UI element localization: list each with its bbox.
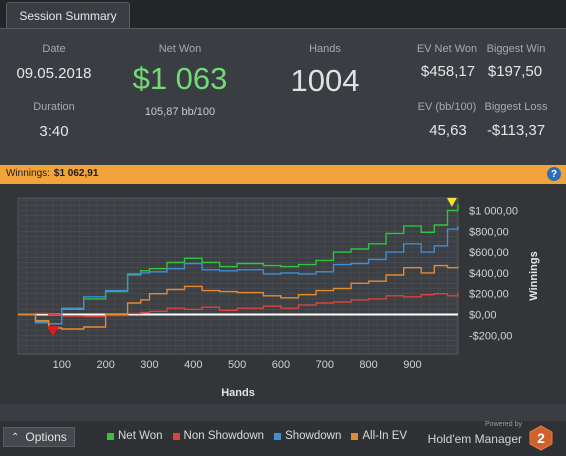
x-tick-label: 700 (316, 359, 334, 371)
x-tick-label: 300 (140, 359, 158, 371)
series-line-all-in-ev (18, 264, 459, 330)
tab-session-summary[interactable]: Session Summary (6, 2, 130, 28)
series-line-showdown (18, 226, 459, 325)
date-value: 09.05.2018 (16, 65, 92, 82)
y-tick-label: $0,00 (469, 309, 497, 321)
help-icon[interactable]: ? (547, 167, 561, 181)
biggest-win-label: Biggest Win (486, 43, 546, 55)
legend-item-non-showdown[interactable]: Non Showdown (172, 430, 264, 442)
stats-panel: Date 09.05.2018 Duration 3:40 Net Won $1… (0, 29, 566, 165)
x-tick-label: 200 (96, 359, 114, 371)
net-won-bb100: 105,87 bb/100 (144, 106, 216, 118)
chevron-up-icon: ⌃ (11, 431, 20, 443)
options-label: Options (25, 430, 67, 444)
legend-item-showdown[interactable]: Showdown (274, 430, 341, 442)
duration-label: Duration (33, 101, 75, 113)
x-tick-label: 100 (53, 359, 71, 371)
date-label: Date (42, 43, 66, 55)
brand-version: 2 (537, 430, 545, 446)
hands-label: Hands (309, 43, 341, 55)
biggest-loss-label: Biggest Loss (484, 101, 548, 113)
legend-swatch (274, 432, 282, 440)
bottom-bar: ⌃ Options Net Won Non Showdown Showdown … (0, 421, 566, 456)
winnings-bar: Winnings: $1 062,91 ? (0, 165, 566, 184)
ev-bb100-label: EV (bb/100) (417, 101, 477, 113)
hm2-logo-icon: 2 (529, 425, 553, 451)
duration-value: 3:40 (39, 123, 69, 140)
max-marker (446, 197, 457, 207)
ev-bb100-value: 45,63 (429, 122, 467, 139)
min-marker (47, 326, 60, 337)
biggest-loss-value: -$113,37 (486, 122, 546, 139)
winnings-label: Winnings: (6, 168, 50, 179)
net-won-value: $1 063 (132, 61, 228, 96)
session-summary-panel: Date 09.05.2018 Duration 3:40 Net Won $1… (0, 28, 566, 456)
series-line-non-showdown (18, 292, 459, 318)
ev-net-won-value: $458,17 (420, 63, 476, 80)
powered-by-label: Powered by (485, 421, 522, 428)
net-won-label: Net Won (158, 43, 202, 55)
x-tick-label: 500 (228, 359, 246, 371)
x-tick-label: 600 (272, 359, 290, 371)
hands-value: 1004 (290, 63, 360, 98)
winnings-value: $1 062,91 (53, 168, 99, 179)
legend-item-net-won[interactable]: Net Won (107, 430, 163, 442)
chart-legend: Net Won Non Showdown Showdown All-In EV (107, 430, 407, 442)
brand-logo: Powered by Hold'em Manager 2 (414, 421, 554, 456)
legend-swatch (351, 432, 359, 440)
y-tick-label: $600,00 (469, 247, 509, 259)
options-button[interactable]: ⌃ Options (3, 427, 75, 447)
y-axis-label: Winnings (528, 251, 540, 300)
y-tick-label: $200,00 (469, 289, 509, 301)
y-tick-label: $1 000,00 (469, 205, 518, 217)
plot-area (17, 197, 459, 355)
x-tick-label: 900 (403, 359, 421, 371)
y-tick-label: -$200,00 (469, 330, 512, 342)
winnings-chart: 100 200 300 400 500 600 700 800 900 $1 000,00 $800… (0, 184, 566, 404)
legend-swatch (107, 432, 114, 440)
x-tick-label: 800 (359, 359, 377, 371)
legend-swatch (172, 432, 180, 440)
brand-name: Hold'em Manager (427, 432, 522, 446)
series-line-net-won (18, 203, 459, 325)
x-axis-label: Hands (221, 387, 255, 399)
biggest-win-value: $197,50 (487, 63, 543, 80)
ev-net-won-label: EV Net Won (416, 43, 478, 55)
y-tick-label: $800,00 (469, 226, 509, 238)
tab-bar: Session Summary (0, 0, 566, 28)
x-tick-label: 400 (184, 359, 202, 371)
legend-item-all-in-ev[interactable]: All-In EV (351, 430, 407, 442)
y-tick-label: $400,00 (469, 268, 509, 280)
winnings-chart-svg: 100 200 300 400 500 600 700 800 900 $1 000,00 $800… (17, 197, 540, 399)
